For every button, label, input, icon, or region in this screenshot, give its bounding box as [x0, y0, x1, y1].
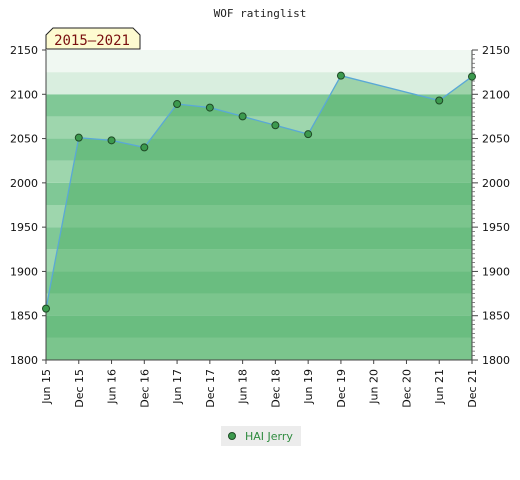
chart-title: WOF ratinglist — [214, 7, 307, 20]
x-tick-label: Jun 21 — [433, 369, 446, 405]
legend-label: HAI Jerry — [245, 430, 293, 443]
y-axis-left: 1800 1850 1900 1950 2000 2050 2100 2150 — [10, 44, 46, 367]
x-tick-label: Dec 20 — [400, 369, 413, 408]
y-tick-label-left: 1950 — [10, 221, 38, 234]
data-point — [205, 103, 214, 112]
data-point — [304, 130, 313, 139]
x-tick-label: Jun 19 — [302, 369, 315, 405]
period-badge-shape — [45, 27, 141, 50]
data-point — [336, 71, 345, 80]
data-point — [74, 133, 83, 142]
x-tick-label: Dec 15 — [73, 369, 86, 408]
y-tick-label-left: 1900 — [10, 265, 38, 278]
band — [46, 160, 472, 183]
y-axis-right: 1800 1850 1900 1950 2000 2050 2100 2150 — [472, 44, 510, 367]
band — [46, 182, 472, 205]
data-point — [107, 136, 116, 145]
band — [46, 72, 472, 95]
legend-box — [221, 426, 301, 446]
period-badge-text: 2015–2021 — [54, 33, 130, 49]
x-tick-label: Dec 18 — [269, 369, 282, 408]
y-tick-label-right: 1850 — [482, 310, 510, 323]
x-axis: Jun 15 Dec 15 Jun 16 Dec 16 Jun 17 Dec 17 Jun … — [40, 360, 479, 408]
x-tick-label: Dec 21 — [466, 369, 479, 408]
y-tick-label-left: 2050 — [10, 133, 38, 146]
x-tick-label: Jun 15 — [40, 369, 53, 405]
x-tick-label: Dec 16 — [138, 369, 151, 408]
band — [46, 249, 472, 272]
band — [46, 50, 472, 73]
x-tick-label: Jun 20 — [368, 369, 381, 405]
y-tick-label-right: 1950 — [482, 221, 510, 234]
band — [46, 94, 472, 117]
x-tick-label: Dec 17 — [204, 369, 217, 408]
series-line — [45, 74, 473, 309]
y-tick-label-left: 2000 — [10, 177, 38, 190]
band — [46, 293, 472, 316]
y-tick-label-left: 1850 — [10, 310, 38, 323]
band — [46, 116, 472, 139]
y-tick-label-left: 2100 — [10, 88, 38, 101]
y-tick-label-left: 2150 — [10, 44, 38, 57]
y-tick-label-left: 1800 — [10, 354, 38, 367]
y-tick-label-right: 2100 — [482, 88, 510, 101]
band — [46, 227, 472, 250]
period-badge: 2015–2021 — [45, 27, 141, 50]
markers — [42, 71, 476, 313]
y-tick-label-right: 2000 — [482, 177, 510, 190]
band — [46, 138, 472, 161]
y-tick-label-right: 2050 — [482, 133, 510, 146]
data-point — [238, 112, 247, 121]
series-area — [46, 75, 472, 360]
y-tick-label-right: 1800 — [482, 354, 510, 367]
x-tick-label: Jun 17 — [171, 369, 184, 405]
y-tick-label-right: 1900 — [482, 265, 510, 278]
band — [46, 337, 472, 360]
data-point — [435, 96, 444, 105]
x-tick-label: Jun 18 — [237, 369, 250, 405]
background-bands — [46, 50, 472, 360]
band — [46, 271, 472, 294]
band — [46, 315, 472, 338]
legend-marker — [228, 432, 236, 440]
x-tick-label: Dec 19 — [335, 369, 348, 408]
data-point — [42, 304, 50, 313]
data-point — [173, 100, 182, 109]
data-point — [271, 121, 280, 130]
data-point — [468, 72, 476, 81]
y-tick-label-right: 2150 — [482, 44, 510, 57]
band — [46, 205, 472, 228]
x-tick-label: Jun 16 — [106, 369, 119, 405]
data-point — [140, 143, 149, 152]
legend[interactable]: HAI Jerry — [221, 426, 301, 446]
